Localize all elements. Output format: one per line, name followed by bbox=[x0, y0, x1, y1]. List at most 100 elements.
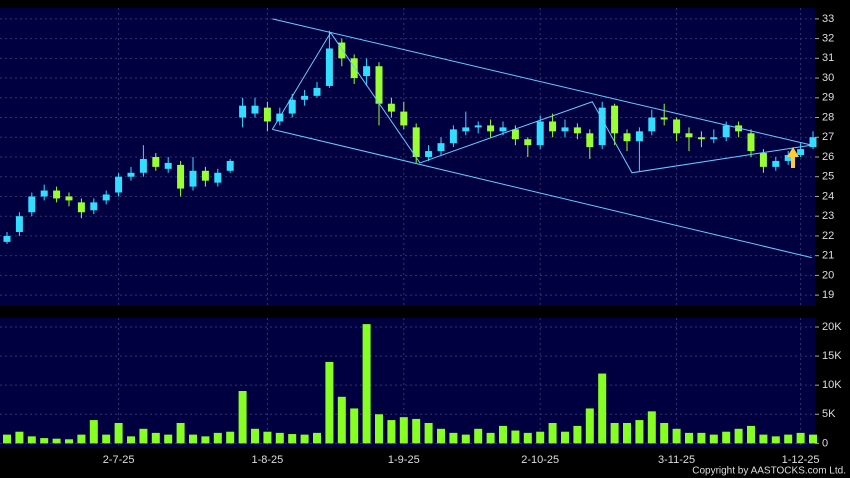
x-tick-label: 1-8-25 bbox=[252, 454, 284, 466]
candle-body bbox=[623, 133, 631, 142]
candle-body bbox=[226, 160, 234, 171]
volume-bar bbox=[387, 420, 396, 444]
volume-bar bbox=[176, 422, 185, 444]
candle-body bbox=[462, 127, 470, 132]
copyright: Copyright by AASTOCKS.com Ltd. bbox=[692, 466, 846, 477]
candle-body bbox=[660, 117, 668, 120]
volume-bar bbox=[573, 425, 582, 444]
x-tick-label: 1-12-25 bbox=[782, 454, 820, 466]
volume-bar bbox=[251, 428, 259, 444]
volume-bar bbox=[288, 434, 297, 444]
candle-body bbox=[635, 131, 643, 142]
candle-body bbox=[400, 111, 408, 126]
volume-bar bbox=[275, 432, 284, 444]
y-tick-label: 5K bbox=[822, 408, 836, 420]
candle-body bbox=[487, 125, 495, 132]
candle-body bbox=[809, 137, 817, 148]
trendline bbox=[272, 18, 812, 146]
candle-body bbox=[189, 170, 197, 187]
volume-bar bbox=[709, 434, 718, 444]
y-tick-label: 22 bbox=[822, 230, 834, 242]
volume-bar bbox=[685, 432, 693, 444]
volume-bar bbox=[722, 431, 731, 444]
volume-bar bbox=[263, 431, 272, 444]
candle-body bbox=[239, 105, 247, 118]
volume-bar bbox=[313, 432, 321, 444]
volume-bar bbox=[27, 436, 36, 444]
candle-body bbox=[511, 129, 519, 140]
candle-body bbox=[375, 66, 383, 104]
y-tick-label: 25 bbox=[822, 171, 834, 183]
volume-bar bbox=[585, 408, 594, 444]
volume-bar bbox=[784, 434, 793, 444]
candle-body bbox=[722, 125, 730, 138]
candle-body bbox=[139, 158, 147, 173]
volume-bar bbox=[201, 436, 210, 444]
volume-bar bbox=[672, 428, 681, 444]
volume-bar bbox=[337, 396, 346, 444]
candle-body bbox=[325, 48, 333, 86]
candle-body bbox=[549, 121, 557, 132]
candle-body bbox=[499, 127, 507, 132]
y-tick-label: 19 bbox=[822, 289, 834, 301]
volume-bar bbox=[809, 434, 817, 444]
candle-body bbox=[437, 143, 445, 152]
volume-bar bbox=[635, 420, 644, 444]
volume-bar bbox=[362, 324, 371, 444]
x-tick-label: 2-10-25 bbox=[521, 454, 559, 466]
candle-body bbox=[164, 162, 172, 169]
y-tick-label: 31 bbox=[822, 52, 834, 64]
volume-bar bbox=[114, 422, 123, 444]
volume-bar bbox=[747, 425, 755, 444]
y-tick-label: 21 bbox=[822, 250, 834, 262]
candle-body bbox=[710, 137, 718, 140]
volume-bar bbox=[449, 432, 458, 444]
volume-bar bbox=[102, 434, 111, 444]
y-tick-label: 32 bbox=[822, 32, 834, 44]
arrow-marker bbox=[787, 147, 799, 168]
candle-body bbox=[152, 156, 160, 167]
candle-body bbox=[784, 155, 792, 161]
candle-body bbox=[524, 139, 532, 146]
y-tick-label: 24 bbox=[822, 190, 834, 202]
candle-body bbox=[338, 42, 346, 59]
candle-body bbox=[40, 190, 48, 197]
volume-bar bbox=[424, 422, 433, 444]
candle-body bbox=[536, 121, 544, 146]
volume-bar bbox=[226, 431, 235, 444]
volume-bar bbox=[127, 436, 135, 444]
volume-bar bbox=[139, 428, 148, 444]
volume-bar bbox=[151, 432, 160, 444]
volume-bar bbox=[536, 431, 545, 444]
candle-body bbox=[90, 202, 98, 211]
x-tick-label: 3-11-25 bbox=[658, 454, 695, 466]
volume-bar bbox=[437, 428, 445, 444]
candle-body bbox=[251, 105, 259, 114]
y-tick-label: 29 bbox=[822, 92, 834, 104]
candle-body bbox=[65, 196, 73, 201]
volume-bar bbox=[499, 425, 507, 444]
volume-bar bbox=[474, 428, 483, 444]
volume-bar bbox=[40, 438, 49, 444]
y-tick-label: 33 bbox=[822, 13, 834, 25]
y-tick-label: 10K bbox=[822, 379, 842, 391]
candle-body bbox=[797, 149, 805, 156]
candle-body bbox=[685, 133, 693, 138]
volume-bar bbox=[15, 431, 24, 444]
volume-bar bbox=[77, 434, 86, 444]
volume-bar bbox=[561, 431, 569, 444]
volume-bar bbox=[548, 422, 557, 444]
volume-bar bbox=[660, 422, 669, 444]
y-tick-label: 27 bbox=[822, 131, 834, 143]
y-tick-label: 28 bbox=[822, 111, 834, 123]
y-tick-label: 0 bbox=[822, 437, 828, 449]
volume-bar bbox=[771, 436, 780, 444]
volume-bar bbox=[486, 432, 495, 444]
candle-body bbox=[53, 190, 61, 199]
volume-bar bbox=[796, 432, 805, 444]
volume-bar bbox=[3, 434, 11, 444]
volume-bar bbox=[164, 434, 173, 444]
volume-bar bbox=[759, 434, 768, 444]
volume-bar bbox=[647, 411, 656, 444]
